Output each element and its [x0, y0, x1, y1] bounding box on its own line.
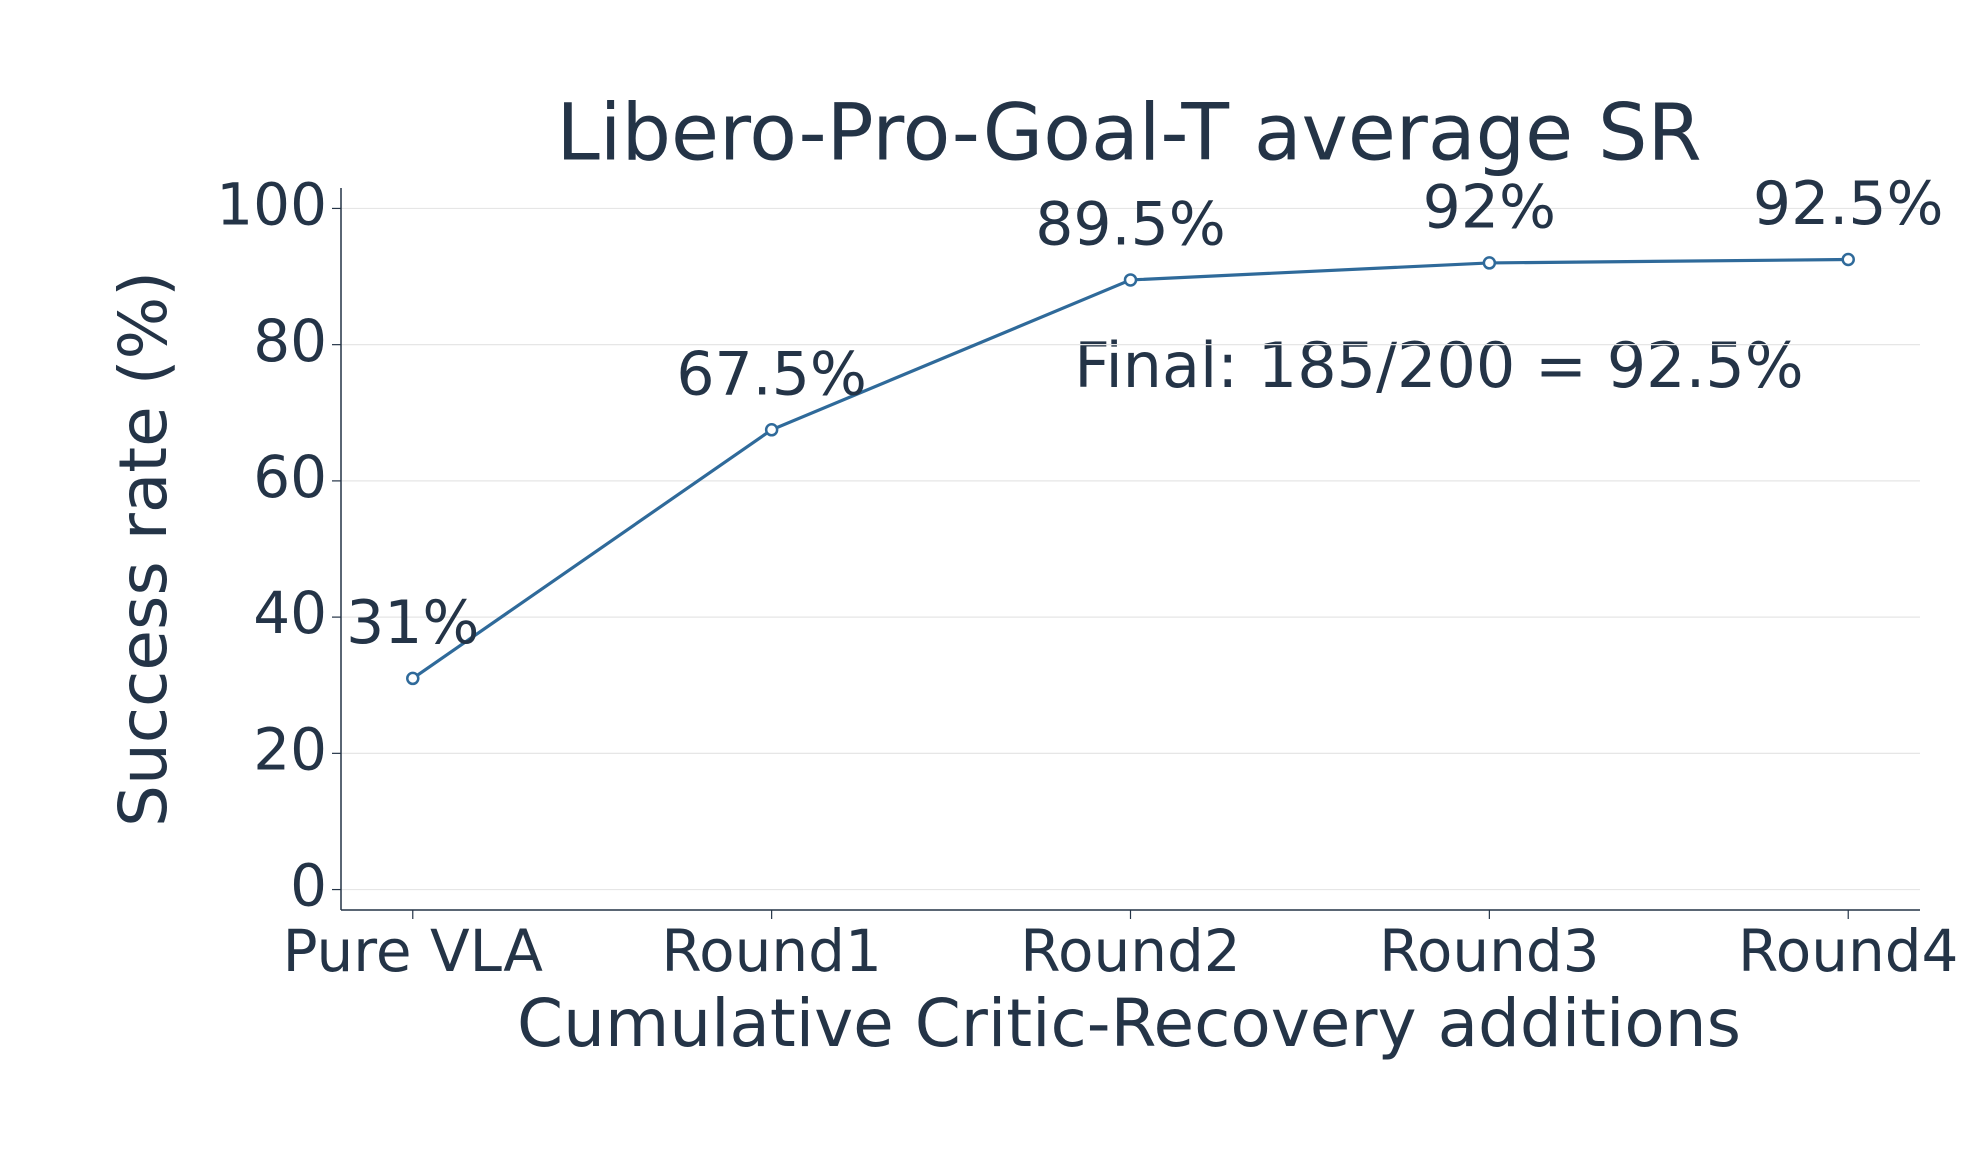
- x-tick-label: Round4: [1738, 917, 1958, 985]
- data-label: 67.5%: [676, 339, 867, 409]
- data-point: [1841, 252, 1855, 267]
- chart-title: Libero-Pro-Goal-T average SR: [556, 88, 1701, 178]
- data-label: 92%: [1423, 173, 1556, 243]
- y-tick-label: 80: [253, 307, 327, 375]
- y-axis-label: Success rate (%): [105, 271, 182, 827]
- data-label: 89.5%: [1035, 190, 1226, 260]
- y-tick-label: 20: [253, 715, 327, 783]
- data-label: 92.5%: [1753, 169, 1944, 239]
- y-tick-label: 40: [253, 579, 327, 647]
- data-point: [1123, 273, 1138, 287]
- data-point: [764, 423, 779, 437]
- annotation: Final: 185/200 = 92.5%: [1074, 329, 1803, 402]
- data-point: [1482, 256, 1497, 270]
- y-tick-label: 60: [253, 443, 327, 511]
- x-tick-label: Round3: [1379, 917, 1599, 985]
- data-label: 31%: [346, 588, 479, 658]
- y-tick-label: 0: [290, 852, 327, 920]
- x-tick-label: Round1: [661, 917, 881, 985]
- x-tick-label: Round2: [1020, 917, 1240, 985]
- data-point: [406, 671, 420, 686]
- x-tick-label: Pure VLA: [283, 917, 544, 985]
- x-axis-label: Cumulative Critic-Recovery additions: [517, 985, 1741, 1062]
- series-line: [411, 257, 1849, 680]
- y-tick-label: 100: [216, 171, 327, 239]
